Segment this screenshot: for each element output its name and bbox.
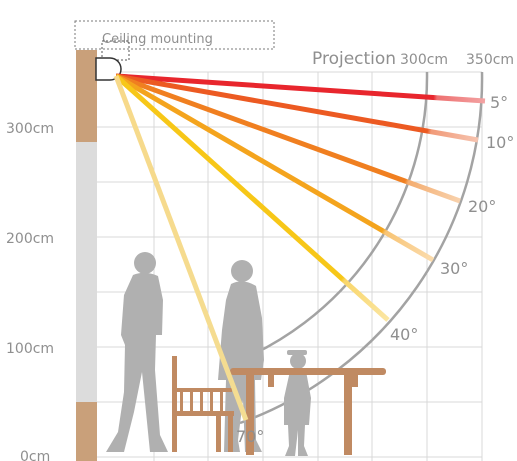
ceiling-mounting-box — [74, 20, 275, 50]
angle-label-40: 40° — [390, 325, 418, 344]
angle-label-30: 30° — [440, 259, 468, 278]
fixture-icon — [95, 40, 130, 81]
ceiling-mounting-label: Ceiling mounting — [102, 32, 213, 47]
angle-label-70: 70° — [236, 427, 264, 446]
beam-40 — [114, 74, 390, 322]
distance-label-350: 350cm — [466, 52, 514, 68]
beam-30 — [114, 73, 435, 263]
table — [230, 368, 386, 455]
beam-5 — [115, 73, 486, 104]
angle-label-10: 10° — [486, 133, 514, 152]
child-silhouette — [284, 350, 311, 456]
beam-10 — [115, 73, 479, 143]
light-beams — [113, 73, 486, 421]
projection-label: Projection — [312, 49, 396, 69]
chair — [172, 356, 234, 452]
height-label-0: 0cm — [20, 449, 50, 461]
angle-label-5: 5° — [490, 93, 508, 112]
height-label-200: 200cm — [6, 231, 54, 247]
beam-20 — [115, 73, 461, 204]
beam-70 — [113, 75, 249, 421]
wall — [76, 50, 97, 461]
height-label-100: 100cm — [6, 341, 54, 357]
height-label-300: 300cm — [6, 121, 54, 137]
furniture — [172, 356, 386, 455]
distance-label-300: 300cm — [400, 52, 448, 68]
man-silhouette — [106, 252, 168, 452]
angle-label-20: 20° — [468, 197, 496, 216]
